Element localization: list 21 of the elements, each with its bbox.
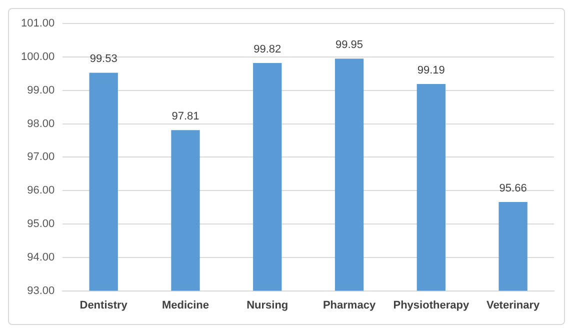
data-label: 95.66	[499, 182, 527, 194]
y-tick-label: 100.00	[20, 51, 55, 64]
y-tick-label: 96.00	[27, 184, 55, 197]
x-tick-label: Physiotherapy	[393, 299, 470, 312]
x-tick-label: Pharmacy	[322, 299, 376, 312]
x-tick-label: Nursing	[246, 299, 288, 312]
x-tick-label: Medicine	[162, 299, 210, 312]
y-tick-label: 94.00	[27, 251, 55, 264]
data-label: 99.95	[336, 39, 364, 52]
y-tick-label: 99.00	[27, 84, 55, 96]
y-tick-label: 95.00	[27, 218, 55, 230]
x-tick-label: Veterinary	[486, 299, 541, 312]
y-tick-label: 101.00	[20, 18, 55, 30]
data-label: 99.53	[90, 53, 118, 66]
y-tick-label: 93.00	[27, 284, 55, 297]
data-label: 99.19	[417, 64, 445, 77]
x-tick-label: Dentistry	[80, 299, 128, 312]
y-tick-label: 97.00	[27, 151, 55, 164]
data-label: 97.81	[172, 110, 200, 123]
y-tick-label: 98.00	[27, 118, 55, 130]
data-label: 99.82	[254, 44, 282, 56]
